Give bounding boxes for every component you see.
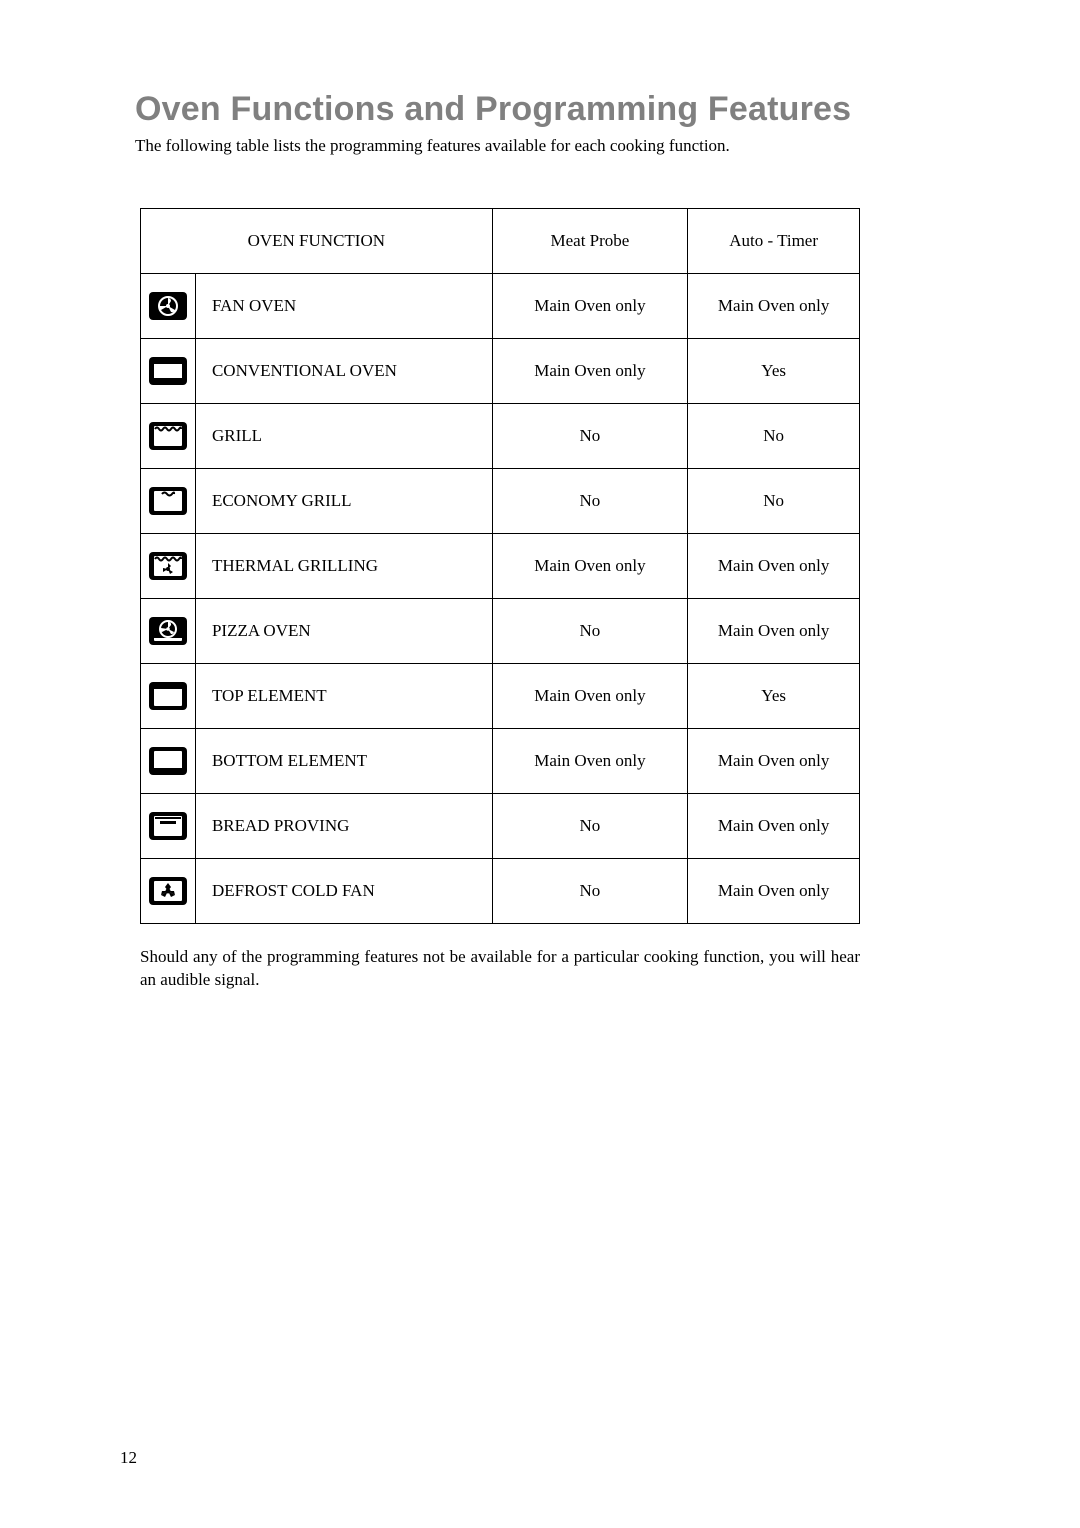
bottom-element-icon	[148, 746, 188, 776]
meat-probe-value: Main Oven only	[492, 273, 688, 338]
page: Oven Functions and Programming Features …	[0, 0, 1080, 1528]
function-name: THERMAL GRILLING	[195, 533, 492, 598]
col-meat-probe: Meat Probe	[492, 208, 688, 273]
conventional-oven-icon	[148, 356, 188, 386]
icon-cell	[141, 858, 196, 923]
pizza-oven-icon	[148, 616, 188, 646]
icon-cell	[141, 273, 196, 338]
auto-timer-value: Main Oven only	[688, 728, 860, 793]
auto-timer-value: Main Oven only	[688, 793, 860, 858]
table-row: TOP ELEMENT Main Oven only Yes	[141, 663, 860, 728]
col-function: OVEN FUNCTION	[141, 208, 493, 273]
defrost-cold-fan-icon	[148, 876, 188, 906]
auto-timer-value: Main Oven only	[688, 273, 860, 338]
meat-probe-value: No	[492, 403, 688, 468]
icon-cell	[141, 793, 196, 858]
icon-cell	[141, 468, 196, 533]
meat-probe-value: Main Oven only	[492, 533, 688, 598]
icon-cell	[141, 533, 196, 598]
page-number: 12	[120, 1448, 137, 1468]
function-name: CONVENTIONAL OVEN	[195, 338, 492, 403]
auto-timer-value: No	[688, 468, 860, 533]
icon-cell	[141, 728, 196, 793]
function-name: TOP ELEMENT	[195, 663, 492, 728]
icon-cell	[141, 598, 196, 663]
table-row: PIZZA OVEN No Main Oven only	[141, 598, 860, 663]
icon-cell	[141, 403, 196, 468]
table-row: DEFROST COLD FAN No Main Oven only	[141, 858, 860, 923]
meat-probe-value: No	[492, 793, 688, 858]
table-row: ECONOMY GRILL No No	[141, 468, 860, 533]
auto-timer-value: Main Oven only	[688, 858, 860, 923]
auto-timer-value: Main Oven only	[688, 533, 860, 598]
table-row: FAN OVEN Main Oven only Main Oven only	[141, 273, 860, 338]
icon-cell	[141, 338, 196, 403]
function-name: FAN OVEN	[195, 273, 492, 338]
meat-probe-value: No	[492, 598, 688, 663]
function-name: DEFROST COLD FAN	[195, 858, 492, 923]
table-row: BREAD PROVING No Main Oven only	[141, 793, 860, 858]
meat-probe-value: No	[492, 858, 688, 923]
table-header-row: OVEN FUNCTION Meat Probe Auto - Timer	[141, 208, 860, 273]
function-name: BOTTOM ELEMENT	[195, 728, 492, 793]
thermal-grilling-icon	[148, 551, 188, 581]
function-name: ECONOMY GRILL	[195, 468, 492, 533]
table-row: THERMAL GRILLING Main Oven only Main Ove…	[141, 533, 860, 598]
meat-probe-value: No	[492, 468, 688, 533]
functions-table: OVEN FUNCTION Meat Probe Auto - Timer	[140, 208, 860, 924]
economy-grill-icon	[148, 486, 188, 516]
icon-cell	[141, 663, 196, 728]
function-name: PIZZA OVEN	[195, 598, 492, 663]
auto-timer-value: Yes	[688, 338, 860, 403]
bread-proving-icon	[148, 811, 188, 841]
page-title: Oven Functions and Programming Features	[135, 90, 945, 129]
table-row: BOTTOM ELEMENT Main Oven only Main Oven …	[141, 728, 860, 793]
function-name: BREAD PROVING	[195, 793, 492, 858]
auto-timer-value: Main Oven only	[688, 598, 860, 663]
meat-probe-value: Main Oven only	[492, 338, 688, 403]
grill-icon	[148, 421, 188, 451]
meat-probe-value: Main Oven only	[492, 728, 688, 793]
footer-note: Should any of the programming features n…	[140, 946, 860, 992]
table-row: CONVENTIONAL OVEN Main Oven only Yes	[141, 338, 860, 403]
meat-probe-value: Main Oven only	[492, 663, 688, 728]
top-element-icon	[148, 681, 188, 711]
auto-timer-value: Yes	[688, 663, 860, 728]
function-name: GRILL	[195, 403, 492, 468]
col-auto-timer: Auto - Timer	[688, 208, 860, 273]
table-row: GRILL No No	[141, 403, 860, 468]
fan-oven-icon	[148, 291, 188, 321]
intro-text: The following table lists the programmin…	[135, 135, 945, 158]
auto-timer-value: No	[688, 403, 860, 468]
